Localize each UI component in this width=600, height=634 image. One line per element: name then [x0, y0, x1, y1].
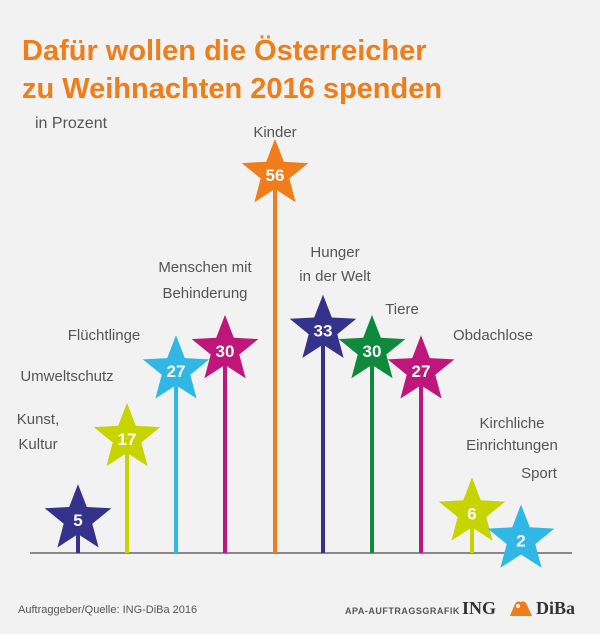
star-shape [142, 335, 210, 399]
title-line-2: zu Weihnachten 2016 spenden [22, 73, 443, 105]
data-label: 27 [412, 362, 431, 381]
chart-title: Dafür wollen die Österreicher zu Weihnac… [22, 32, 442, 108]
data-label: 2 [516, 531, 525, 550]
agency-note: APA-AUFTRAGSGRAFIK [345, 606, 460, 616]
star-shape [438, 477, 506, 541]
star-shape [338, 314, 406, 379]
star-mark: 27 Obdachlose [387, 327, 533, 553]
star-mark: 30 Tiere [338, 301, 419, 553]
source-note: Auftraggeber/Quelle: ING-DiBa 2016 [18, 604, 198, 616]
category-label: Kunst, [17, 411, 60, 428]
star-mark: 2 Sport [487, 465, 558, 568]
category-label: Flüchtlinge [68, 327, 141, 344]
category-label: Menschen mit [158, 259, 252, 276]
star-mark: 17 Umweltschutz [20, 368, 161, 553]
title-line-1: Dafür wollen die Österreicher [22, 35, 427, 67]
data-label: 30 [216, 342, 235, 361]
star-shape [93, 402, 161, 467]
category-label: Behinderung [162, 285, 247, 302]
data-label: 6 [467, 504, 476, 523]
star-shape [44, 484, 112, 548]
category-label: Umweltschutz [20, 368, 113, 385]
category-label: Kirchliche [479, 415, 544, 432]
category-label: Kinder [253, 124, 296, 141]
unit-label: in Prozent [35, 115, 108, 132]
star-mark: 30 Menschen mit Behinderung [158, 259, 259, 553]
lion-icon [510, 601, 532, 616]
data-label: 5 [73, 511, 82, 530]
logo-ing-text: ING [462, 598, 497, 618]
ing-diba-logo: ING DiBa [462, 596, 587, 620]
star-mark: 5 Kunst, Kultur [17, 411, 112, 553]
category-label: Sport [521, 465, 558, 482]
data-label: 33 [314, 322, 333, 341]
data-label: 27 [167, 362, 186, 381]
category-label: Hunger [310, 244, 359, 261]
star-shape [241, 138, 309, 203]
data-label: 56 [266, 166, 285, 185]
data-label: 17 [118, 430, 137, 449]
category-label: Einrichtungen [466, 437, 558, 454]
category-label: in der Welt [299, 268, 371, 285]
star-shape [191, 314, 259, 379]
star-shape [289, 294, 357, 358]
star-mark: 6 Kirchliche Einrichtungen [438, 415, 558, 553]
logo-diba-text: DiBa [536, 598, 576, 618]
star-mark: 56 Kinder [241, 124, 309, 553]
star-mark: 27 Flüchtlinge [68, 327, 210, 553]
category-label: Tiere [385, 301, 419, 318]
star-shape [487, 504, 555, 568]
category-label: Obdachlose [453, 327, 533, 344]
star-shape [387, 335, 455, 399]
star-mark: 33 Hunger in der Welt [289, 244, 372, 553]
data-label: 30 [363, 342, 382, 361]
category-label: Kultur [18, 436, 57, 453]
